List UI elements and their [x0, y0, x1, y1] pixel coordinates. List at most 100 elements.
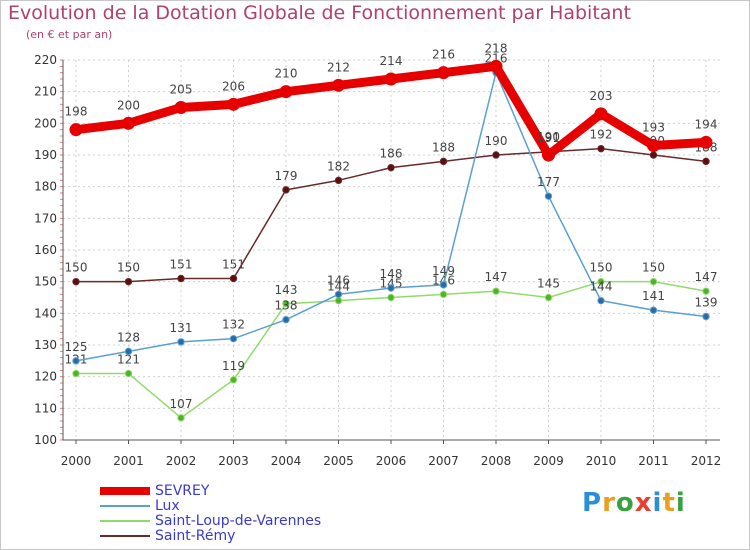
- y-tick-label: 170: [34, 211, 57, 225]
- x-tick-label: 2002: [166, 454, 197, 468]
- data-point: [387, 163, 395, 172]
- data-point: [279, 85, 293, 99]
- x-tick-label: 2005: [323, 454, 354, 468]
- data-point: [597, 277, 605, 286]
- data-point: [227, 97, 240, 111]
- data-label: 144: [590, 280, 613, 294]
- legend-label-saint-remy: Saint-Rémy: [155, 528, 236, 544]
- data-label: 132: [222, 318, 245, 332]
- data-label: 131: [170, 321, 193, 335]
- legend-label-saint-loup: Saint-Loup-de-Varennes: [155, 513, 322, 529]
- x-tick-label: 2004: [271, 454, 302, 468]
- x-tick-label: 2003: [218, 454, 249, 468]
- data-point: [282, 186, 290, 194]
- y-tick-label: 210: [34, 85, 57, 99]
- x-tick-label: 2001: [113, 454, 144, 468]
- data-point: [647, 139, 660, 152]
- data-label: 107: [170, 397, 193, 411]
- brand-letter: t: [662, 488, 676, 518]
- x-tick-label: 2007: [428, 454, 459, 468]
- data-label: 143: [275, 283, 298, 297]
- data-point: [439, 281, 448, 289]
- y-tick-label: 140: [34, 306, 57, 320]
- data-label: 192: [590, 128, 613, 142]
- data-label: 194: [695, 117, 718, 131]
- data-point: [282, 315, 290, 324]
- data-label: 151: [170, 258, 193, 272]
- data-label: 138: [275, 299, 298, 313]
- data-point: [387, 293, 395, 302]
- data-label: 148: [380, 267, 403, 281]
- data-point: [649, 277, 658, 286]
- data-point: [174, 101, 188, 114]
- data-point: [122, 116, 135, 130]
- data-point: [649, 151, 658, 159]
- data-point: [334, 296, 343, 305]
- data-label: 200: [117, 98, 140, 112]
- data-label: 125: [65, 340, 88, 354]
- data-label: 128: [117, 330, 140, 344]
- data-point: [489, 59, 503, 73]
- data-point: [72, 369, 80, 378]
- data-label: 146: [327, 273, 350, 287]
- data-point: [597, 296, 605, 305]
- y-tick-label: 180: [34, 180, 57, 194]
- data-label: 203: [590, 89, 613, 103]
- y-tick-label: 190: [34, 148, 57, 162]
- legend-swatch-saint-loup: [100, 520, 150, 522]
- data-point: [124, 369, 133, 378]
- data-label: 190: [485, 134, 508, 148]
- data-point: [544, 293, 553, 302]
- data-point: [702, 312, 710, 321]
- data-point: [544, 192, 553, 200]
- y-tick-label: 160: [34, 243, 57, 257]
- data-point: [702, 287, 710, 295]
- data-point: [124, 277, 133, 286]
- data-point: [334, 176, 343, 185]
- brand-letter: o: [615, 488, 635, 518]
- brand-letter: P: [582, 488, 603, 518]
- data-label: 141: [642, 289, 665, 303]
- data-label: 147: [695, 270, 718, 284]
- data-label: 188: [432, 140, 455, 154]
- y-tick-label: 220: [34, 53, 57, 67]
- brand-letter: i: [652, 488, 663, 518]
- data-point: [492, 151, 500, 159]
- data-point: [542, 148, 555, 162]
- chart-title: Evolution de la Dotation Globale de Fonc…: [8, 2, 631, 24]
- data-point: [177, 274, 185, 283]
- x-tick-label: 2009: [533, 454, 564, 468]
- data-label: 190: [537, 130, 560, 144]
- data-label: 144: [327, 280, 350, 294]
- chart-subtitle: (en € et par an): [26, 28, 113, 41]
- y-tick-label: 120: [34, 370, 57, 384]
- data-label: 216: [485, 52, 508, 66]
- data-label: 179: [275, 169, 298, 183]
- data-point: [334, 290, 343, 299]
- data-point: [332, 78, 345, 92]
- data-label: 139: [695, 296, 718, 310]
- data-point: [649, 306, 658, 314]
- data-label: 121: [117, 353, 140, 367]
- legend-swatch-sevrey: [100, 487, 150, 495]
- data-label: 182: [327, 159, 350, 173]
- data-label: 150: [642, 261, 665, 275]
- x-tick-label: 2011: [638, 454, 669, 468]
- data-label: 119: [222, 359, 245, 373]
- data-label: 150: [590, 261, 613, 275]
- x-tick-label: 2010: [586, 454, 617, 468]
- data-point: [702, 157, 710, 166]
- data-label: 218: [485, 41, 508, 55]
- legend-swatch-saint-remy: [100, 535, 150, 537]
- y-tick-label: 150: [34, 275, 57, 289]
- data-label: 147: [485, 270, 508, 284]
- data-point: [177, 414, 185, 422]
- data-label: 186: [380, 147, 403, 161]
- data-point: [282, 300, 290, 308]
- data-label: 212: [327, 60, 350, 74]
- data-label: 210: [275, 67, 298, 81]
- data-label: 206: [222, 79, 245, 93]
- data-label: 205: [170, 83, 193, 97]
